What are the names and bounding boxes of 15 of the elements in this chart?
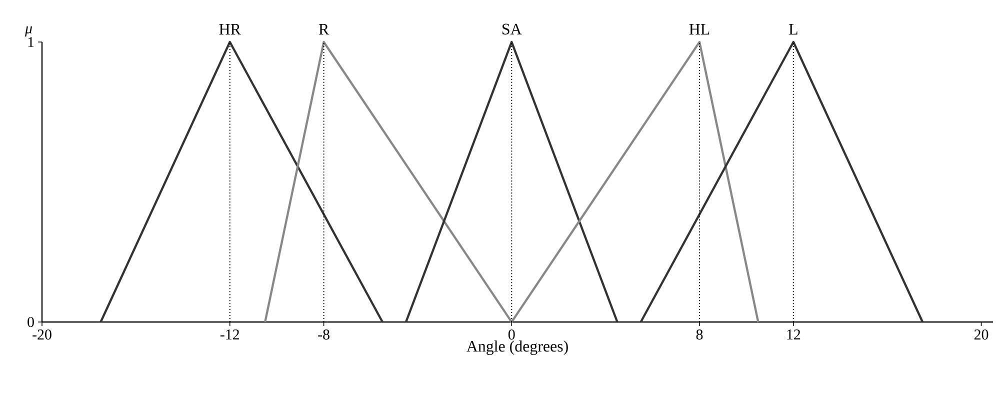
x-tick-label: -8 bbox=[318, 330, 330, 340]
ref-line-label: L bbox=[789, 24, 798, 34]
x-axis-title: Angle (degrees) bbox=[466, 340, 568, 355]
x-tick-label: 12 bbox=[787, 330, 800, 340]
x-tick-label: 8 bbox=[696, 330, 703, 340]
ref-line-label: R bbox=[318, 24, 330, 34]
x-tick-label: -20 bbox=[32, 330, 52, 340]
x-tick-label: 0 bbox=[508, 330, 515, 340]
y-tick-label: 1 bbox=[28, 37, 34, 47]
ref-line-label: HR bbox=[219, 24, 241, 34]
x-tick-label: 20 bbox=[974, 330, 988, 340]
x-tick-label: -12 bbox=[220, 330, 239, 340]
ref-line-label: SA bbox=[502, 24, 522, 34]
y-axis-title: μ bbox=[24, 26, 32, 36]
ref-line-label: HL bbox=[689, 24, 710, 34]
